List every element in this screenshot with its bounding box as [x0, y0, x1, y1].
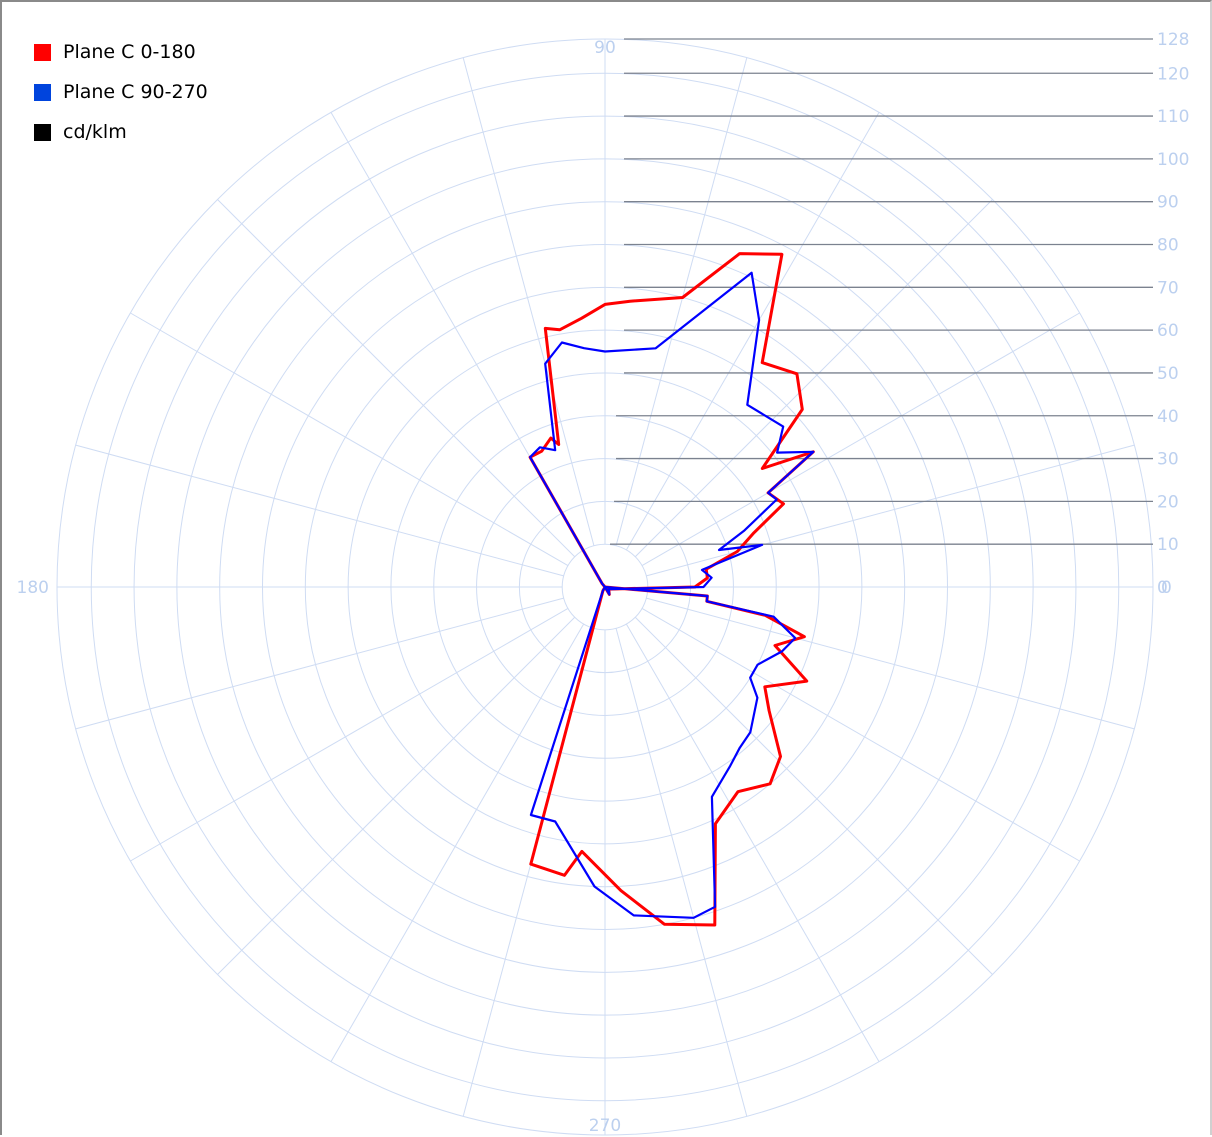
scale-tick-label: 0 [1157, 578, 1168, 598]
legend-swatch-red [34, 43, 51, 61]
scale-tick-label: 20 [1157, 492, 1179, 512]
scale-tick-label: 40 [1157, 407, 1179, 427]
series-plane-c-0-180 [528, 252, 815, 927]
grid-spoke [217, 616, 576, 975]
grid-spoke [130, 607, 569, 862]
scale-tick-label: 128 [1157, 30, 1189, 50]
scale-tick-label: 50 [1157, 364, 1179, 384]
scale-tick-label: 100 [1157, 150, 1189, 170]
legend-item-unit: cd/klm [34, 112, 208, 152]
grid-spoke [330, 623, 585, 1062]
grid-spoke [75, 597, 564, 730]
legend-swatch-black [34, 123, 51, 141]
grid-spoke [130, 312, 569, 567]
scale-tick-label: 10 [1157, 535, 1179, 555]
scale-tick-label: 90 [1157, 193, 1179, 213]
scale-tick-label: 120 [1157, 64, 1189, 84]
legend-item-plane-c-0-180: Plane C 0-180 [34, 32, 208, 72]
scale-tick-label: 60 [1157, 321, 1179, 341]
radial-scale: 0 10 20 30 40 50 60 70 80 90 100 110 120 128 [610, 30, 1189, 598]
scale-tick-label: 70 [1157, 278, 1179, 298]
scale-tick-label: 80 [1157, 236, 1179, 256]
legend-swatch-blue [34, 83, 51, 101]
grid-spoke [217, 199, 576, 558]
legend-label: Plane C 0-180 [63, 41, 196, 63]
grid-spoke [646, 597, 1135, 730]
grid-spoke [615, 57, 748, 546]
scale-tick-label: 110 [1157, 107, 1189, 127]
angle-label: 270 [589, 1116, 621, 1136]
angle-label: 180 [17, 578, 49, 598]
grid-spoke [625, 623, 880, 1062]
legend-item-plane-c-90-270: Plane C 90-270 [34, 72, 208, 112]
grid-spoke [625, 112, 880, 551]
polar-grid: 0 90 180 270 [17, 38, 1172, 1136]
grid-spoke [646, 444, 1135, 577]
grid-spoke [634, 199, 993, 558]
legend-label: cd/klm [63, 121, 127, 143]
legend: Plane C 0-180 Plane C 90-270 cd/klm [34, 32, 208, 152]
angle-label: 0 [1161, 578, 1172, 598]
angle-label: 90 [594, 38, 616, 58]
legend-label: Plane C 90-270 [63, 81, 208, 103]
grid-spoke [641, 607, 1080, 862]
grid-spoke [462, 57, 595, 546]
grid-spoke [75, 444, 564, 577]
data-series [528, 252, 815, 927]
grid-spoke [641, 312, 1080, 567]
grid-spoke [634, 616, 993, 975]
grid-spoke [615, 628, 748, 1117]
scale-tick-label: 30 [1157, 450, 1179, 470]
series-plane-c-90-270 [528, 271, 815, 919]
